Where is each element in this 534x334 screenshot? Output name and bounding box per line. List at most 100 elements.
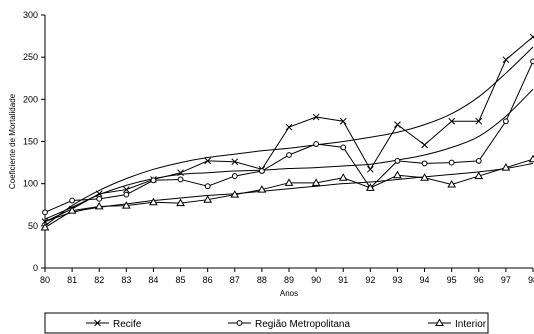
- data-point-interior: [121, 201, 131, 209]
- x-tick-label: 82: [94, 275, 104, 285]
- series-layer: [40, 33, 534, 231]
- y-axis-title: Coeficiente de Mortalidade: [8, 93, 17, 189]
- trendlines: [44, 46, 534, 227]
- x-tick-label: 89: [284, 275, 294, 285]
- data-point-interior: [447, 180, 457, 188]
- data-point-recife: [475, 117, 483, 125]
- data-point-interior: [338, 173, 348, 181]
- data-point-regiao-metropolitana: [448, 159, 455, 166]
- trendline-interior: [44, 162, 534, 223]
- series-interior: [40, 154, 534, 231]
- y-tick-label: 250: [23, 52, 38, 62]
- y-tick-label: 50: [28, 221, 38, 231]
- data-point-interior: [393, 170, 402, 179]
- data-point-recife: [285, 123, 293, 131]
- y-tick-label: 0: [33, 263, 38, 273]
- x-tick-label: 98: [528, 275, 534, 285]
- data-point-recife: [312, 113, 320, 121]
- data-point-regiao-metropolitana: [313, 141, 320, 147]
- data-point-interior: [365, 183, 375, 191]
- y-tick-label: 100: [23, 179, 38, 189]
- data-point-interior: [284, 178, 294, 186]
- legend-label: Interior: [455, 319, 487, 330]
- series-regiao-metropolitana: [42, 58, 534, 216]
- data-point-regiao-metropolitana: [340, 144, 347, 151]
- data-point-interior: [94, 201, 104, 210]
- data-point-regiao-metropolitana: [69, 197, 76, 204]
- data-point-interior: [40, 223, 50, 231]
- legend: Recife Região Metropolitana Interior: [44, 312, 489, 334]
- x-tick-label: 96: [474, 275, 484, 285]
- data-point-regiao-metropolitana: [394, 157, 401, 164]
- data-point-interior: [203, 195, 213, 203]
- x-tick-label: 84: [148, 275, 158, 285]
- legend-marker: [236, 320, 243, 326]
- x-tick-label: 94: [420, 275, 430, 285]
- data-point-interior: [528, 154, 534, 163]
- data-point-recife: [204, 157, 212, 165]
- x-tick-label: 86: [203, 275, 213, 285]
- data-point-recife: [177, 169, 184, 177]
- legend-box: [44, 312, 489, 334]
- axes: 0 50 100 150 200 250 300 80 81 82 83 84 85 86 87 88 89 90…: [23, 10, 534, 285]
- x-tick-label: 90: [311, 275, 321, 285]
- x-tick-label: 81: [67, 275, 77, 285]
- data-point-regiao-metropolitana: [150, 177, 157, 184]
- data-point-interior: [149, 197, 158, 206]
- y-tick-label: 300: [23, 10, 38, 20]
- legend-item-recife: Recife: [86, 319, 142, 330]
- data-point-recife: [339, 117, 347, 125]
- x-tick-label: 93: [392, 275, 402, 285]
- legend-label: Recife: [113, 319, 142, 330]
- data-point-interior: [257, 185, 267, 193]
- data-point-regiao-metropolitana: [42, 209, 48, 216]
- data-point-recife: [394, 121, 401, 128]
- trendline-recife: [44, 46, 534, 227]
- legend-marker: [435, 318, 444, 326]
- data-point-interior: [501, 163, 511, 171]
- x-tick-label: 80: [40, 275, 50, 285]
- data-point-regiao-metropolitana: [258, 168, 265, 174]
- legend-item-regiao-metropolitana: Região Metropolitana: [228, 319, 350, 330]
- data-point-interior: [311, 178, 321, 186]
- series-line-recife: [44, 36, 534, 223]
- data-point-recife: [529, 33, 534, 41]
- y-tick-label: 150: [23, 137, 38, 147]
- data-point-regiao-metropolitana: [530, 58, 534, 65]
- x-tick-label: 91: [338, 275, 348, 285]
- data-point-recife: [95, 190, 103, 198]
- x-tick-label: 85: [176, 275, 186, 285]
- data-point-recife: [448, 117, 456, 125]
- data-point-recife: [421, 141, 428, 149]
- x-tick-label: 97: [501, 275, 511, 285]
- legend-label: Região Metropolitana: [255, 319, 350, 330]
- data-point-recife: [502, 56, 510, 64]
- data-point-regiao-metropolitana: [502, 118, 509, 125]
- data-point-regiao-metropolitana: [123, 191, 130, 198]
- data-point-regiao-metropolitana: [231, 173, 238, 179]
- trendline-regiao-metropolitana: [44, 88, 534, 220]
- data-point-regiao-metropolitana: [177, 176, 184, 183]
- x-tick-label: 88: [257, 275, 267, 285]
- data-point-interior: [420, 173, 429, 181]
- y-tick-label: 200: [23, 94, 38, 104]
- x-tick-label: 83: [121, 275, 131, 285]
- data-point-recife: [231, 158, 239, 166]
- data-point-recife: [122, 186, 130, 193]
- x-tick-label: 95: [447, 275, 457, 285]
- x-tick-label: 92: [365, 275, 375, 285]
- series-line-regiao-metropolitana: [44, 61, 534, 213]
- series-line-interior: [44, 158, 534, 228]
- data-point-interior: [67, 206, 77, 214]
- data-point-regiao-metropolitana: [475, 157, 482, 164]
- legend-item-interior: Interior: [428, 318, 487, 330]
- data-point-interior: [474, 171, 484, 180]
- x-axis-title: Anos: [280, 289, 298, 298]
- data-point-recife: [41, 218, 49, 225]
- data-point-regiao-metropolitana: [96, 195, 103, 202]
- legend-marker: [94, 319, 101, 327]
- data-point-regiao-metropolitana: [204, 183, 211, 190]
- x-tick-label: 87: [230, 275, 240, 285]
- data-point-interior: [176, 198, 185, 207]
